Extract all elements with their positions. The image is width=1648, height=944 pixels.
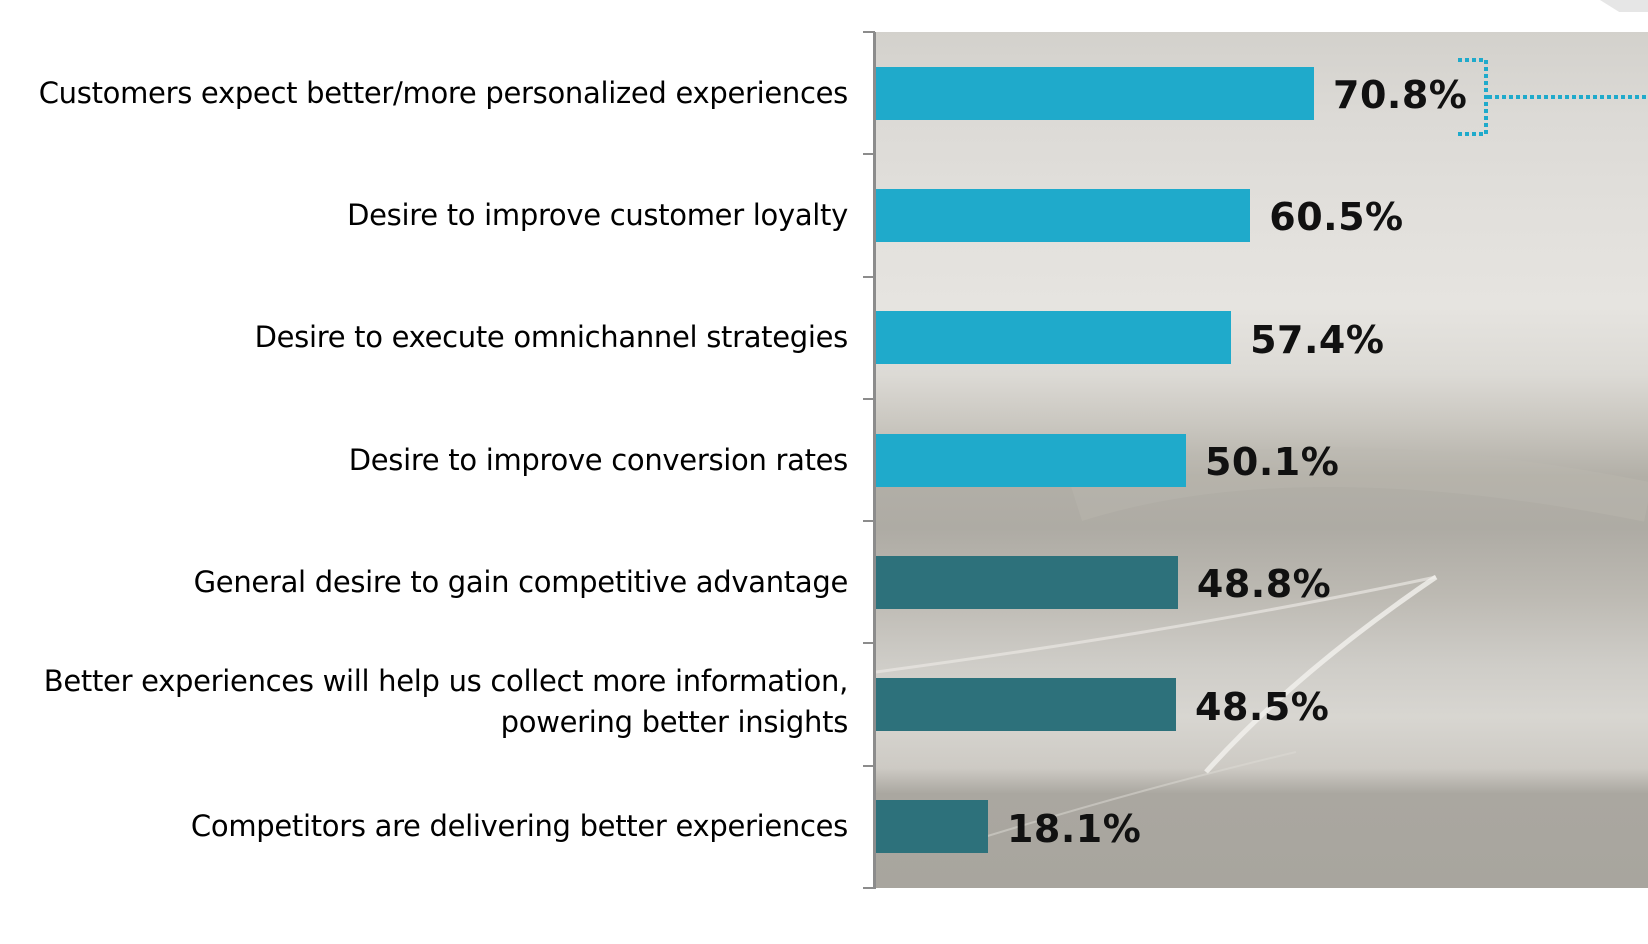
category-label-line: Customers expect better/more personalize… (38, 75, 849, 110)
bar-2 (876, 188, 1251, 242)
y-axis-tick (863, 887, 875, 889)
y-axis-tick (863, 153, 875, 156)
bar-7 (876, 800, 988, 854)
value-label: 48.5% (1195, 684, 1330, 729)
bar-5 (876, 555, 1178, 609)
y-axis-tick (863, 31, 875, 33)
y-axis-tick (863, 275, 875, 278)
bar-3 (876, 311, 1232, 365)
category-label: Desire to execute omnichannel strategies (254, 317, 849, 358)
bar-1 (876, 66, 1314, 120)
bracket-connector-line (1488, 95, 1648, 99)
category-label: Better experiences will help us collect … (43, 661, 849, 743)
y-axis-tick (863, 520, 875, 523)
y-axis-tick (863, 764, 875, 767)
category-label: General desire to gain competitive advan… (193, 562, 849, 603)
category-label-line: Competitors are delivering better experi… (190, 809, 848, 844)
category-label: Desire to improve conversion rates (348, 440, 849, 481)
category-label: Desire to improve customer loyalty (347, 195, 848, 236)
y-axis-tick (863, 397, 875, 400)
value-label: 50.1% (1204, 440, 1340, 484)
y-axis-line (873, 32, 876, 889)
category-label-line: Desire to execute omnichannel strategies (254, 320, 849, 355)
value-label: 57.4% (1250, 317, 1385, 362)
category-label: Customers expect better/more personalize… (38, 73, 849, 114)
category-label-line: Desire to improve conversion rates (348, 442, 849, 477)
category-label-line: Desire to improve customer loyalty (347, 197, 848, 232)
value-label: 70.8% (1333, 73, 1468, 118)
corner-decoration (1600, 0, 1648, 12)
bar-4 (876, 433, 1186, 487)
value-label: 48.8% (1196, 562, 1332, 607)
top-value-bracket-annotation (1458, 58, 1488, 136)
category-label: Competitors are delivering better experi… (191, 806, 848, 847)
category-label-line: Better experiences will help us collect … (43, 663, 849, 698)
value-label: 60.5% (1269, 195, 1404, 240)
category-label-line: General desire to gain competitive advan… (193, 564, 849, 599)
y-axis-tick (863, 642, 875, 645)
category-label-line: powering better insights (500, 704, 849, 739)
value-label: 18.1% (1006, 806, 1142, 851)
bar-6 (876, 678, 1177, 732)
